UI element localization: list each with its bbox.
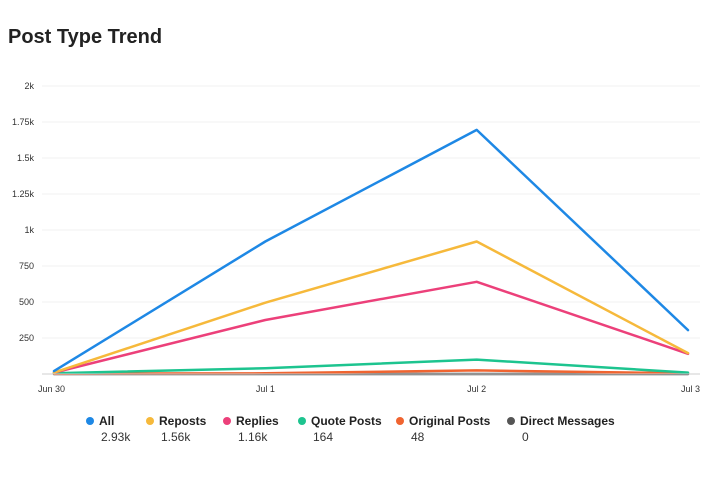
x-tick-label: Jul 2	[467, 384, 486, 394]
legend-label: Original Posts	[409, 414, 491, 428]
legend-label: All	[99, 414, 115, 428]
legend-head: Replies	[223, 414, 298, 428]
chart-legend: All 2.93k Reposts 1.56k Replies 1.16k Quote Po…	[86, 414, 617, 444]
y-tick-label: 1k	[24, 225, 34, 235]
legend-head: Quote Posts	[298, 414, 396, 428]
x-tick-label: Jul 1	[256, 384, 275, 394]
legend-dot-icon	[396, 417, 404, 425]
y-tick-label: 1.5k	[17, 153, 35, 163]
legend-head: All	[86, 414, 146, 428]
legend-dot-icon	[86, 417, 94, 425]
x-tick-label: Jun 30	[38, 384, 65, 394]
legend-total: 1.16k	[238, 430, 268, 444]
legend-total: 0	[522, 430, 529, 444]
y-tick-label: 1.25k	[12, 189, 35, 199]
legend-label: Replies	[236, 414, 279, 428]
series-line-all[interactable]	[52, 128, 690, 373]
y-tick-label: 750	[19, 261, 34, 271]
legend-item-replies[interactable]: Replies 1.16k	[223, 414, 298, 444]
legend-dot-icon	[146, 417, 154, 425]
chart-title: Post Type Trend	[8, 26, 163, 48]
legend-dot-icon	[223, 417, 231, 425]
legend-dot-icon	[507, 417, 515, 425]
y-tick-label: 1.75k	[12, 117, 35, 127]
legend-head: Reposts	[146, 414, 223, 428]
y-axis-ticks: 250 500 750 1k 1.25k 1.5k 1.75k 2k	[12, 81, 35, 343]
legend-label: Quote Posts	[311, 414, 382, 428]
legend-label: Direct Messages	[520, 414, 615, 428]
legend-item-reposts[interactable]: Reposts 1.56k	[146, 414, 223, 444]
y-tick-label: 250	[19, 333, 34, 343]
legend-label: Reposts	[159, 414, 207, 428]
y-tick-label: 500	[19, 297, 34, 307]
x-axis-ticks: Jun 30 Jul 1 Jul 2 Jul 3	[38, 384, 700, 394]
legend-total: 1.56k	[161, 430, 191, 444]
series-lines	[52, 128, 690, 376]
legend-head: Direct Messages	[507, 414, 617, 428]
series-line-quote-posts[interactable]	[52, 358, 690, 375]
legend-item-original-posts[interactable]: Original Posts 48	[396, 414, 507, 444]
legend-head: Original Posts	[396, 414, 507, 428]
series-line-reposts[interactable]	[52, 240, 690, 374]
legend-item-quote-posts[interactable]: Quote Posts 164	[298, 414, 396, 444]
x-tick-label: Jul 3	[681, 384, 700, 394]
legend-total: 2.93k	[101, 430, 131, 444]
legend-dot-icon	[298, 417, 306, 425]
legend-total: 48	[411, 430, 425, 444]
legend-item-direct-messages[interactable]: Direct Messages 0	[507, 414, 617, 444]
series-line-replies[interactable]	[52, 280, 690, 374]
y-tick-label: 2k	[24, 81, 34, 91]
legend-total: 164	[313, 430, 334, 444]
legend-item-all[interactable]: All 2.93k	[86, 414, 146, 444]
